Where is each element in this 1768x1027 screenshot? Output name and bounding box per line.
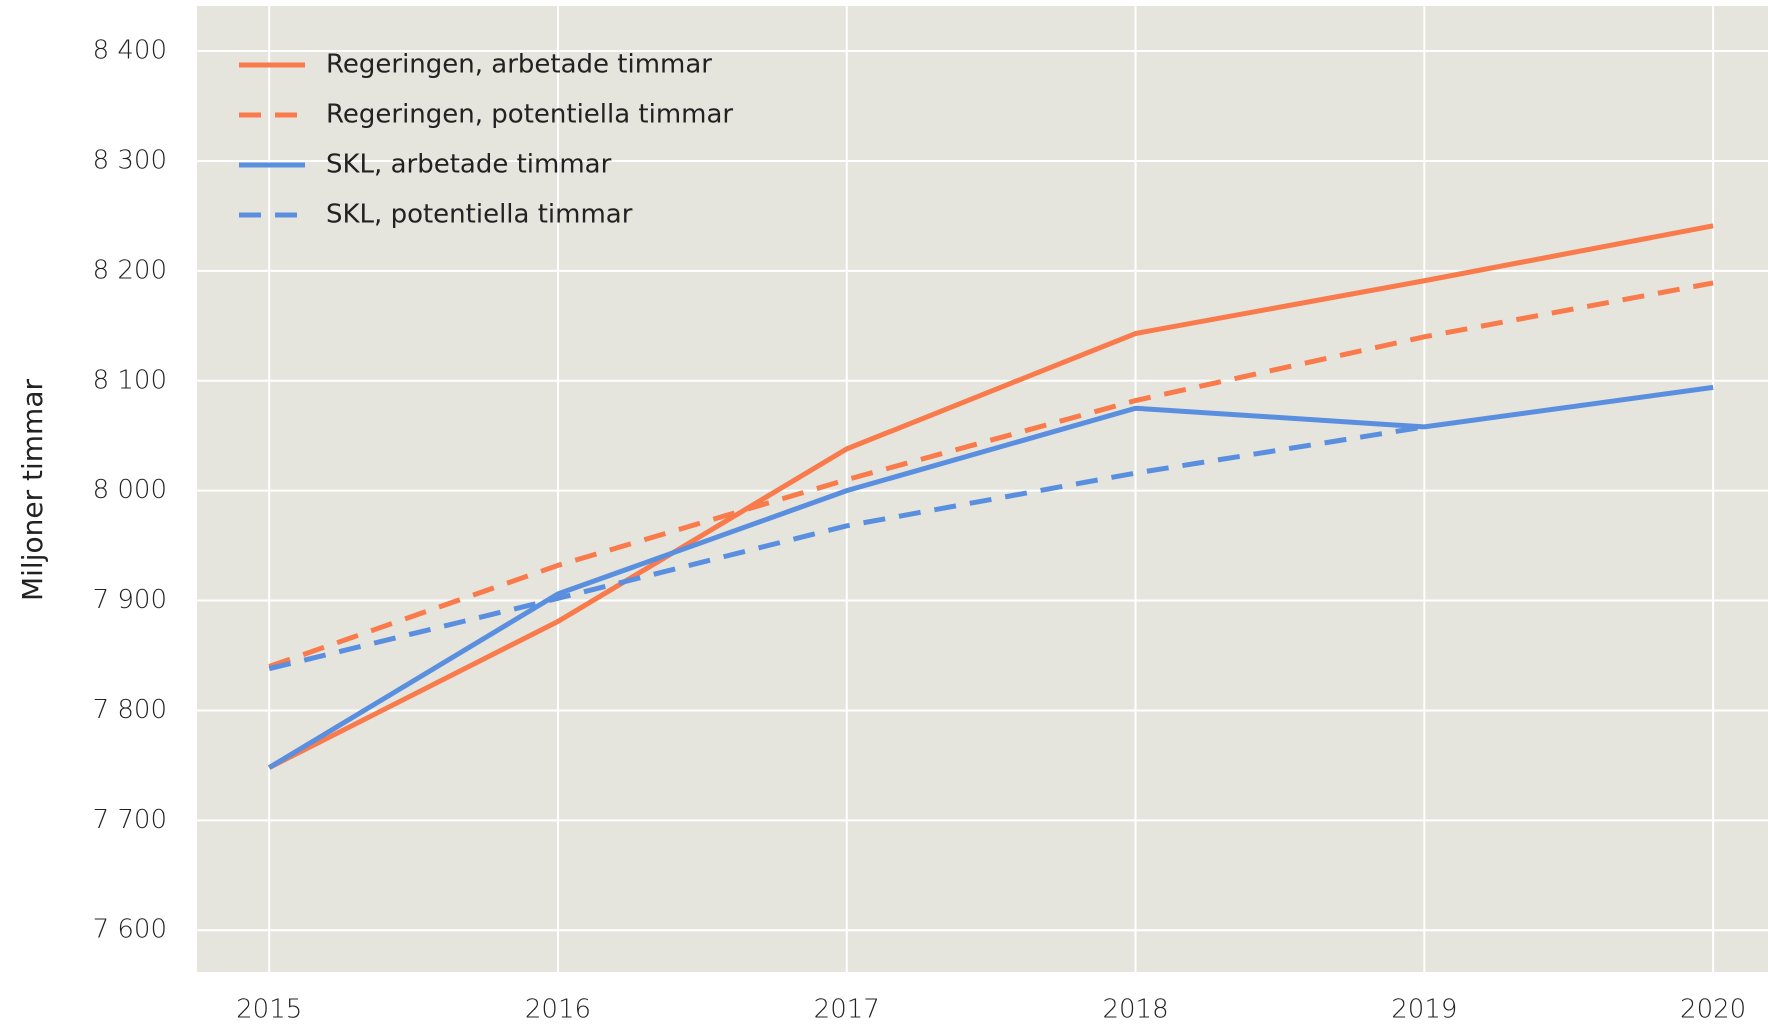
plot-background <box>197 6 1768 972</box>
y-tick-label: 8 300 <box>93 145 167 175</box>
y-axis-title: Miljoner timmar <box>16 379 49 601</box>
x-tick-label: 2016 <box>525 995 591 1025</box>
line <box>268 280 1714 669</box>
line <box>268 223 1714 770</box>
legend-label: SKL, arbetade timmar <box>326 150 612 180</box>
y-tick-label: 8 000 <box>93 475 167 505</box>
x-tick-label: 2018 <box>1102 995 1168 1025</box>
legend-label: Regeringen, arbetade timmar <box>326 50 712 80</box>
y-tick-label: 7 600 <box>93 915 167 945</box>
y-tick-label: 8 200 <box>93 255 167 285</box>
y-tick-label: 7 800 <box>93 695 167 725</box>
x-tick-label: 2019 <box>1391 995 1457 1025</box>
y-tick-label: 7 700 <box>93 805 167 835</box>
y-tick-label: 7 900 <box>93 585 167 615</box>
legend-label: SKL, potentiella timmar <box>326 200 633 230</box>
x-tick-label: 2020 <box>1680 995 1746 1025</box>
y-tick-label: 8 400 <box>93 36 167 66</box>
line <box>268 424 1425 672</box>
line <box>267 384 1714 770</box>
x-tick-label: 2015 <box>236 995 302 1025</box>
legend-label: Regeringen, potentiella timmar <box>326 100 733 130</box>
x-tick-label: 2017 <box>814 995 880 1025</box>
y-tick-label: 8 100 <box>93 365 167 395</box>
